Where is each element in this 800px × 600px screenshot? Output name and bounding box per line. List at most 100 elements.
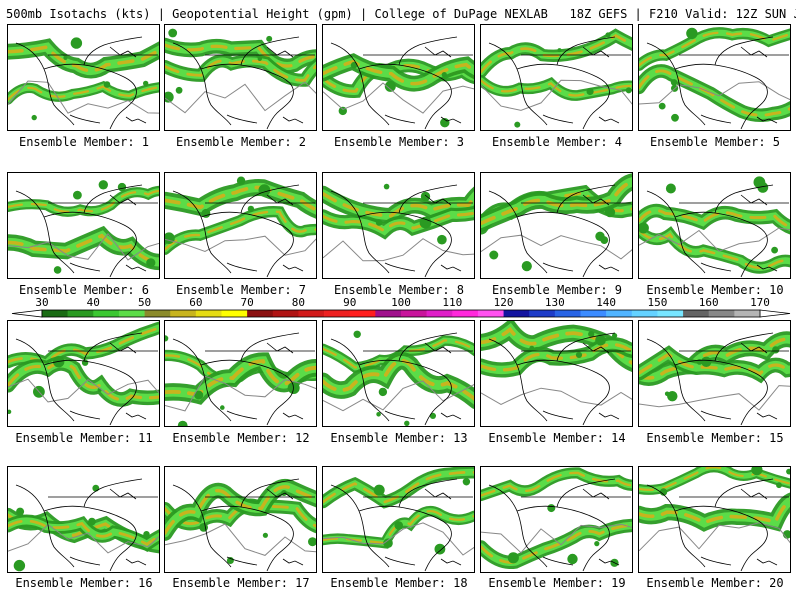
isotach-blob — [308, 537, 316, 547]
isotach-blob — [600, 236, 609, 244]
ensemble-map-panel — [322, 24, 475, 131]
colorbar-swatch — [170, 310, 197, 317]
jet-stream-max — [8, 45, 159, 73]
height-contour — [639, 81, 790, 105]
height-contour — [639, 385, 790, 411]
height-contour — [165, 235, 316, 256]
map-outline — [646, 184, 789, 278]
map-outline — [488, 36, 631, 130]
isotach-blob — [671, 113, 679, 122]
ensemble-member-label: Ensemble Member: 10 — [646, 283, 784, 297]
colorbar-tick-label: 70 — [241, 296, 254, 309]
map-outline — [172, 478, 315, 572]
jet-stream-max — [481, 471, 632, 497]
ensemble-member-label: Ensemble Member: 18 — [330, 576, 468, 590]
ensemble-member-label: Ensemble Member: 12 — [172, 431, 310, 445]
jet-stream-max — [481, 79, 632, 97]
isotach-blob — [489, 250, 499, 260]
ensemble-map-graphic — [323, 183, 474, 278]
ensemble-map-panel — [7, 320, 160, 427]
colorbar-tick-label: 110 — [442, 296, 462, 309]
ensemble-map-graphic — [639, 467, 790, 572]
colorbar-tick-label: 160 — [699, 296, 719, 309]
isotach-blob — [201, 208, 211, 218]
colorbar-swatch — [708, 310, 735, 317]
colorbar-tick-label: 30 — [35, 296, 48, 309]
colorbar-swatch — [324, 310, 351, 317]
ensemble-map-panel — [164, 466, 317, 573]
isotach-blob — [168, 28, 178, 38]
ensemble-map-graphic — [323, 467, 474, 572]
colorbar-swatch — [298, 310, 325, 317]
map-outline — [172, 184, 315, 278]
isotach-blob — [350, 61, 358, 69]
map-outline — [646, 36, 789, 130]
ensemble-member-label: Ensemble Member: 2 — [175, 135, 307, 149]
ensemble-member-label: Ensemble Member: 15 — [646, 431, 784, 445]
isotach-blob — [353, 330, 361, 338]
isotach-blob — [594, 541, 600, 547]
isotach-blob — [665, 183, 676, 194]
map-outline — [646, 332, 789, 426]
colorbar-high-arrow — [759, 309, 791, 318]
isotach-blob — [605, 32, 611, 38]
ensemble-map-graphic — [8, 180, 159, 278]
colorbar-swatch — [529, 310, 556, 317]
colorbar-low-arrow — [11, 309, 43, 318]
isotach-blob — [194, 390, 204, 400]
isotach-blob — [8, 409, 12, 414]
isotach-blob — [604, 207, 616, 218]
isotach-blob — [13, 559, 26, 572]
isotach-blob — [404, 420, 410, 426]
isotach-blob — [165, 335, 169, 342]
isotach-blob — [420, 191, 431, 202]
jet-stream-max — [165, 185, 316, 212]
jet-stream-max — [165, 210, 316, 251]
isotach-blob — [146, 258, 156, 268]
height-contour — [323, 238, 474, 262]
isotach-blob — [220, 405, 225, 410]
ensemble-member-label: Ensemble Member: 6 — [18, 283, 150, 297]
isotach-blob — [236, 176, 246, 185]
isotach-blob — [266, 35, 273, 42]
ensemble-member-label: Ensemble Member: 5 — [649, 135, 781, 149]
isotach-blob — [441, 72, 447, 78]
colorbar-swatch — [734, 310, 761, 317]
ensemble-map-panel — [638, 466, 791, 573]
isotach-blob — [667, 391, 678, 402]
isotach-blob — [440, 118, 450, 128]
colorbar-swatch — [272, 310, 299, 317]
isotach-blob — [31, 114, 37, 121]
colorbar-tick-label: 150 — [647, 296, 667, 309]
ensemble-map-panel — [322, 320, 475, 427]
ensemble-map-panel — [7, 24, 160, 131]
map-outline — [15, 184, 158, 278]
height-contour — [481, 523, 632, 554]
ensemble-map-panel — [638, 24, 791, 131]
colorbar-swatch — [657, 310, 684, 317]
jet-stream-max — [323, 339, 474, 369]
isotach-blob — [772, 346, 780, 354]
ensemble-member-label: Ensemble Member: 4 — [491, 135, 623, 149]
isotach-blob — [658, 102, 666, 110]
ensemble-map-graphic — [639, 176, 790, 278]
isotach-blob — [588, 331, 595, 338]
jet-stream-max — [639, 209, 790, 229]
ensemble-map-panel — [322, 466, 475, 573]
isotach-blob — [281, 490, 287, 496]
colorbar-tick-label: 130 — [545, 296, 565, 309]
jet-stream-max — [639, 499, 790, 525]
isotach-blob — [567, 553, 578, 565]
map-outline — [488, 478, 631, 572]
jet-stream-max — [639, 228, 790, 269]
colorbar-swatch — [477, 310, 504, 317]
map-outline — [488, 184, 631, 278]
jet-stream-max — [8, 361, 159, 402]
ensemble-map-graphic — [481, 467, 632, 572]
jet-stream-max — [8, 189, 159, 213]
ensemble-map-graphic — [8, 321, 159, 426]
isotach-blob — [88, 517, 96, 526]
isotach-blob — [92, 484, 100, 492]
ensemble-member-label: Ensemble Member: 14 — [488, 431, 626, 445]
isotach-blob — [771, 246, 778, 254]
